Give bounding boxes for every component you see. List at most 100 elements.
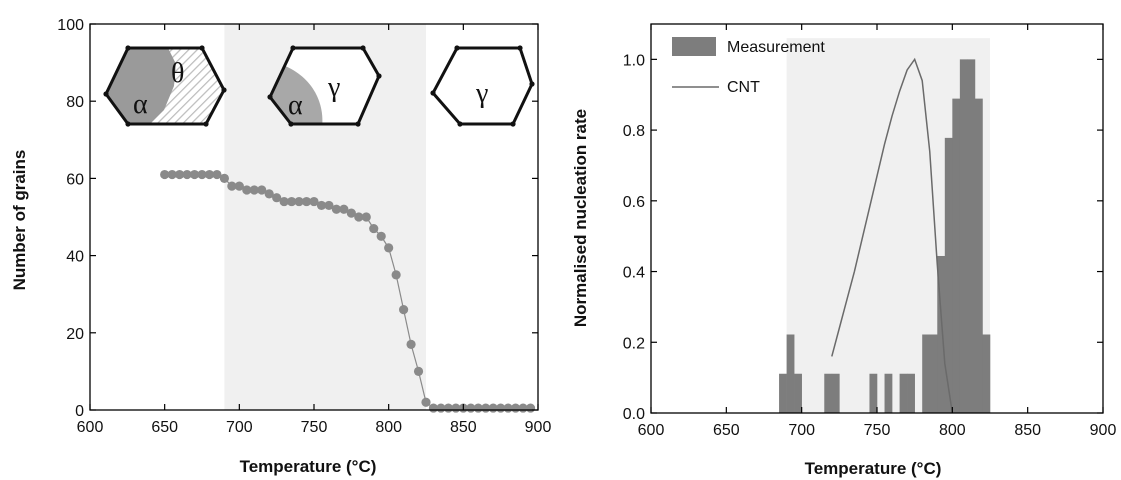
data-point (272, 193, 282, 203)
data-point (219, 173, 229, 183)
data-point (413, 366, 424, 376)
x-tick-label: 900 (1090, 422, 1117, 439)
bar (922, 334, 931, 413)
bar (899, 373, 908, 413)
x-tick-label: 700 (226, 419, 253, 436)
data-point (167, 169, 177, 180)
cnt-curve (831, 57, 954, 414)
left-x-axis-title: Temperature (°C) (240, 457, 377, 476)
y-tick-label: 0.8 (623, 123, 645, 140)
x-tick-label: 850 (450, 419, 477, 436)
data-point (361, 212, 371, 222)
data-point (399, 305, 409, 315)
y-tick-label: 0.6 (623, 194, 645, 211)
data-point (406, 339, 416, 349)
x-tick-label: 750 (301, 419, 328, 436)
x-tick-label: 700 (788, 422, 815, 439)
left-axis-ticks: 600 650 700 750 800 850 900 0 20 40 60 80 100 (57, 17, 551, 436)
bar (967, 59, 976, 413)
data-point (294, 196, 304, 207)
bar (929, 334, 938, 413)
x-tick-label: 750 (864, 422, 891, 439)
left-y-axis-title: Number of grains (10, 150, 29, 291)
legend-label-cnt: CNT (727, 79, 760, 96)
bar (974, 98, 983, 413)
bar (786, 334, 795, 413)
data-point (264, 189, 274, 199)
bar (907, 373, 915, 413)
bar (824, 373, 833, 413)
x-tick-label: 600 (638, 422, 665, 439)
bar (982, 334, 991, 413)
theta-label: θ (171, 58, 184, 89)
data-point (287, 196, 297, 207)
data-point (234, 181, 244, 191)
alpha-label: α (133, 89, 148, 120)
bar (959, 59, 968, 413)
data-point (249, 185, 259, 195)
right-x-axis-title: Temperature (°C) (805, 459, 942, 478)
gamma-label: γ (475, 78, 488, 109)
legend: Measurement CNT (672, 37, 825, 96)
data-point (309, 196, 319, 207)
gamma-label: γ (327, 72, 340, 103)
data-point (197, 169, 207, 180)
data-point (227, 181, 237, 191)
alpha-label: α (288, 90, 303, 121)
data-point (301, 196, 312, 207)
data-point (331, 204, 341, 214)
phase-icon-alpha-theta: α θ (103, 45, 227, 127)
bar (794, 373, 802, 413)
y-tick-label: 60 (66, 171, 84, 188)
right-bars (779, 59, 991, 413)
bar (831, 373, 840, 413)
data-point (376, 231, 386, 241)
y-tick-label: 100 (57, 17, 84, 34)
x-tick-label: 800 (375, 419, 402, 436)
right-axis-ticks: 600 650 700 750 800 850 900 0.0 0.2 0.4 0.6 0.8 1.0 (623, 24, 1117, 439)
y-tick-label: 0 (75, 403, 84, 420)
bar (884, 373, 893, 413)
x-tick-label: 650 (713, 422, 740, 439)
y-tick-label: 0.0 (623, 406, 645, 423)
bar (952, 98, 961, 413)
bar (869, 373, 878, 413)
data-point (160, 169, 170, 180)
y-tick-label: 0.4 (623, 265, 645, 282)
x-tick-label: 900 (525, 419, 552, 436)
bar (779, 373, 787, 413)
data-point (324, 200, 334, 211)
data-point (182, 169, 192, 180)
phase-icon-gamma: γ (430, 45, 535, 127)
data-point (384, 243, 394, 253)
data-point (279, 196, 289, 207)
data-point (354, 212, 364, 222)
x-tick-label: 600 (77, 419, 104, 436)
y-tick-label: 40 (66, 249, 84, 266)
data-point (212, 169, 222, 180)
bar (937, 255, 946, 413)
data-point (257, 185, 267, 195)
data-point (391, 270, 401, 280)
y-tick-label: 80 (66, 94, 84, 111)
x-tick-label: 650 (151, 419, 178, 436)
data-point (189, 169, 200, 180)
data-point (339, 204, 349, 214)
right-panel: Measurement CNT 600 650 700 750 800 850 900 0.0… (571, 23, 1117, 478)
data-point (346, 208, 356, 218)
x-tick-label: 800 (939, 422, 966, 439)
data-point (316, 200, 327, 211)
data-point (242, 185, 252, 195)
y-tick-label: 20 (66, 326, 84, 343)
y-tick-label: 1.0 (623, 52, 645, 69)
bar (944, 137, 953, 413)
legend-swatch-measurement (672, 37, 716, 56)
data-point (369, 223, 379, 234)
data-point (204, 169, 215, 180)
data-point (525, 403, 536, 413)
left-panel: α θ α γ γ 600 (10, 17, 551, 476)
x-tick-label: 850 (1014, 422, 1041, 439)
data-point (175, 169, 185, 180)
right-y-axis-title: Normalised nucleation rate (571, 109, 590, 327)
